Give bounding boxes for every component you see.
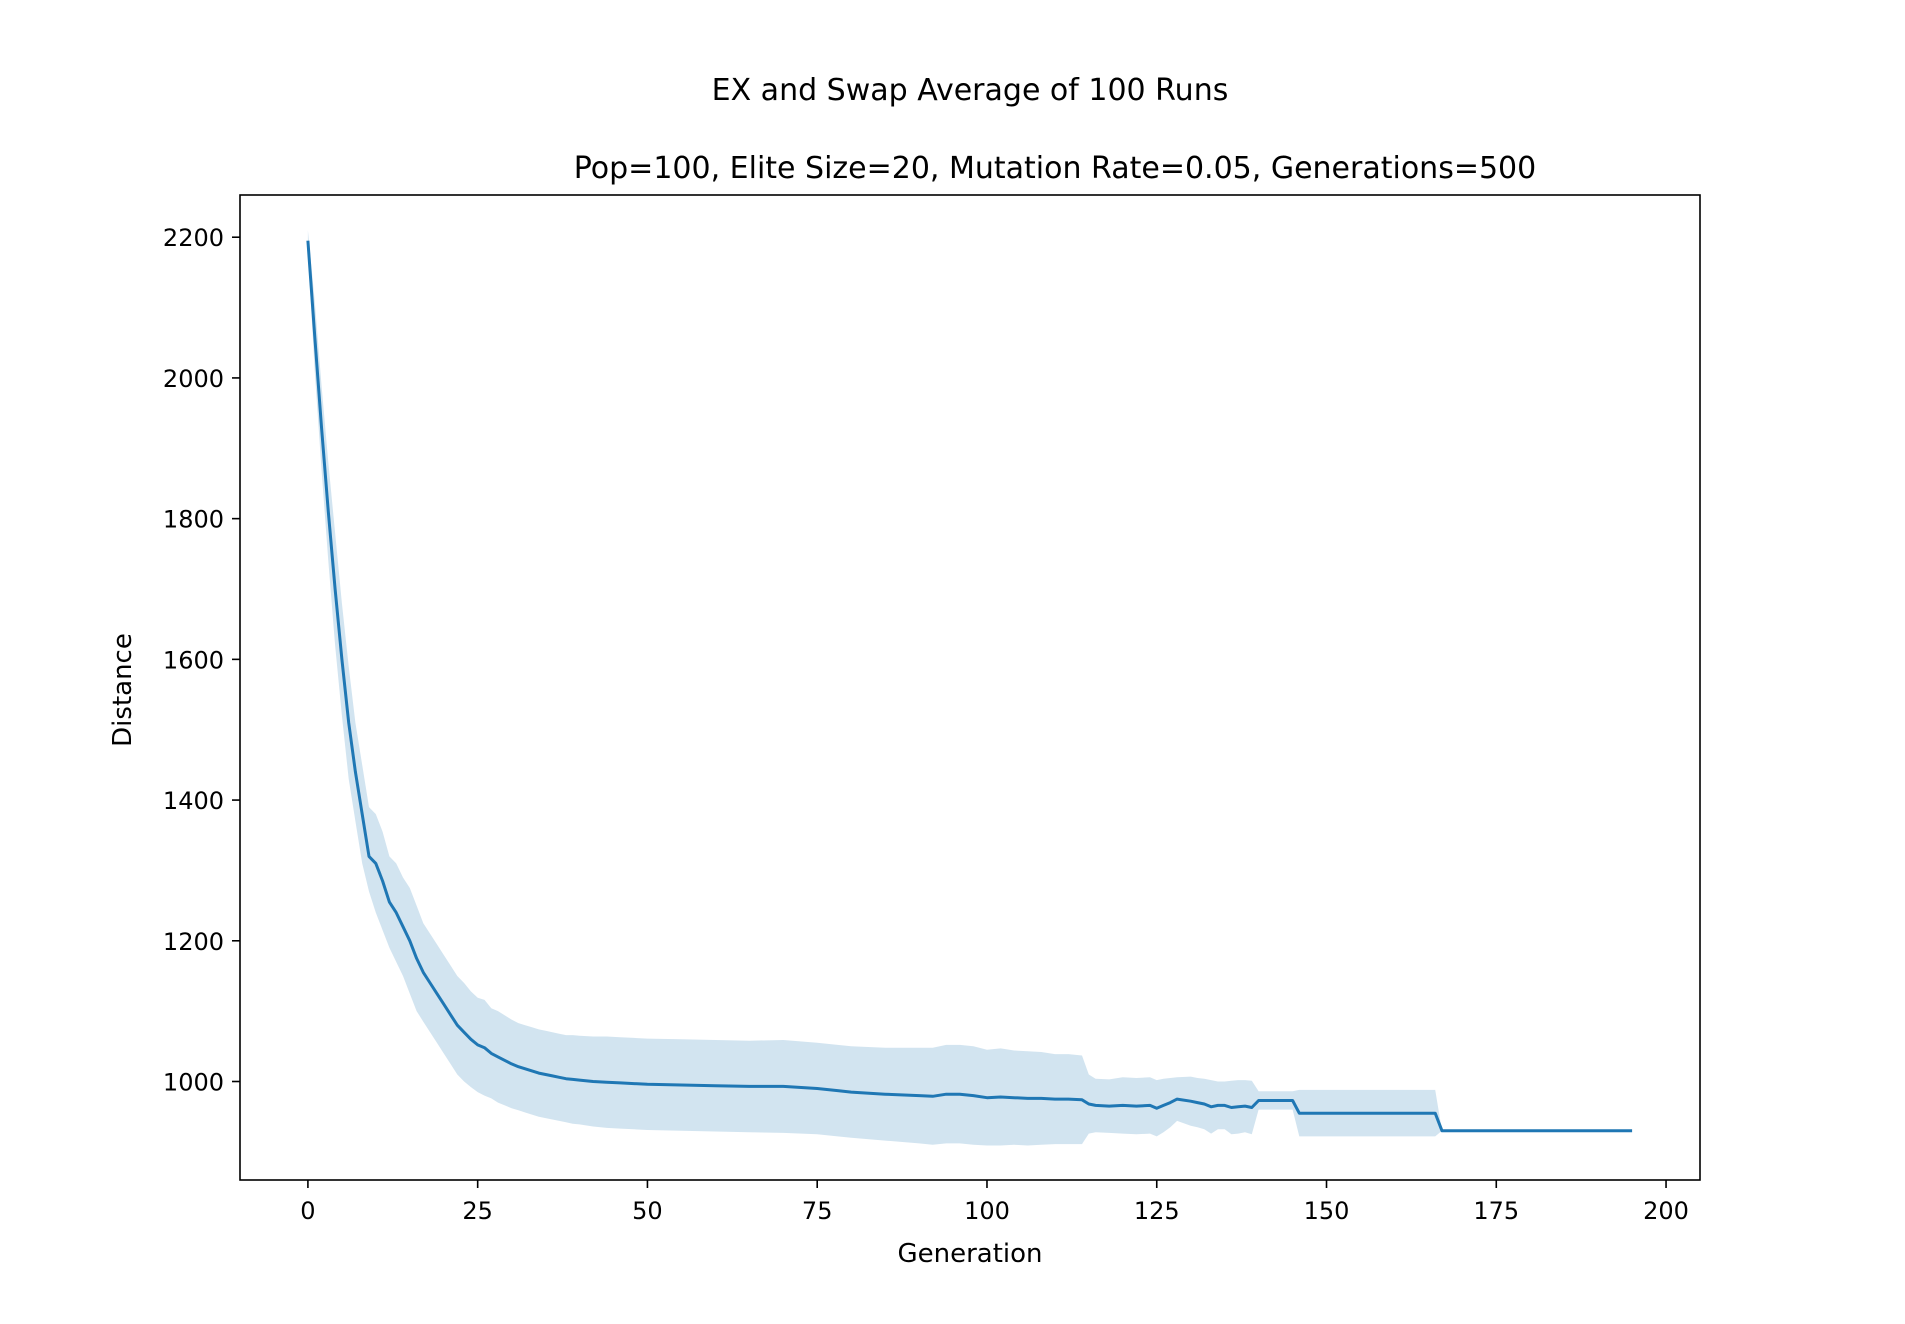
x-tick-label: 175 [1473, 1197, 1519, 1225]
y-tick-label: 2000 [163, 365, 224, 393]
x-tick-label: 75 [802, 1197, 833, 1225]
chart-title: EX and Swap Average of 100 Runs [712, 73, 1229, 108]
y-tick-label: 1200 [163, 928, 224, 956]
x-axis-label: Generation [897, 1239, 1042, 1269]
x-tick-label: 150 [1304, 1197, 1350, 1225]
plot-area [306, 230, 1633, 1146]
confidence-band [307, 230, 1633, 1146]
series-line [306, 240, 1633, 1133]
x-tick-label: 50 [632, 1197, 663, 1225]
y-tick-label: 2200 [163, 224, 224, 252]
x-tick-label: 200 [1643, 1197, 1689, 1225]
chart-subtitle: Pop=100, Elite Size=20, Mutation Rate=0.… [574, 151, 1536, 186]
x-tick-label: 25 [462, 1197, 493, 1225]
y-axis-label: Distance [108, 633, 138, 747]
y-tick-label: 1400 [163, 787, 224, 815]
axis-ticks: 0 25 50 75 100 125 150 175 200 1000 1200 1400 1600 18… [163, 224, 1689, 1225]
x-tick-label: 125 [1134, 1197, 1180, 1225]
x-tick-label: 100 [964, 1197, 1010, 1225]
y-tick-label: 1000 [163, 1069, 224, 1097]
plot-frame [239, 194, 1701, 1181]
y-tick-label: 1800 [163, 506, 224, 534]
x-tick-label: 0 [300, 1197, 315, 1225]
y-tick-label: 1600 [163, 646, 224, 674]
